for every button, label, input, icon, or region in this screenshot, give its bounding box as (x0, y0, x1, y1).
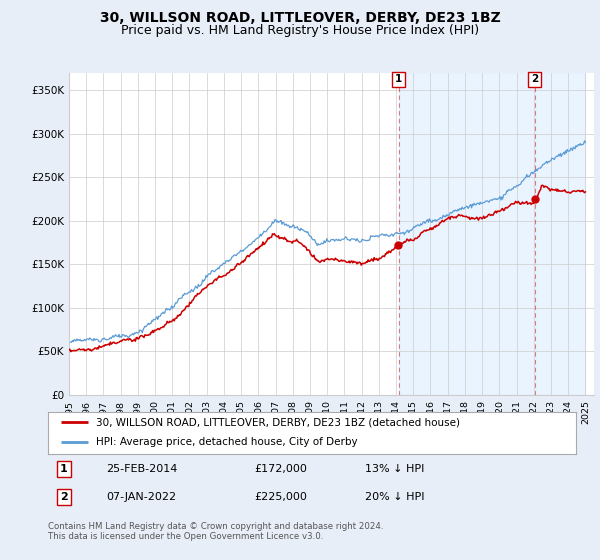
Text: 1: 1 (395, 74, 402, 85)
Text: HPI: Average price, detached house, City of Derby: HPI: Average price, detached house, City… (95, 437, 357, 447)
Text: 1: 1 (60, 464, 68, 474)
Text: 07-JAN-2022: 07-JAN-2022 (106, 492, 176, 502)
Text: £225,000: £225,000 (254, 492, 307, 502)
Text: 30, WILLSON ROAD, LITTLEOVER, DERBY, DE23 1BZ (detached house): 30, WILLSON ROAD, LITTLEOVER, DERBY, DE2… (95, 417, 460, 427)
Text: 30, WILLSON ROAD, LITTLEOVER, DERBY, DE23 1BZ: 30, WILLSON ROAD, LITTLEOVER, DERBY, DE2… (100, 11, 500, 25)
Text: 2: 2 (60, 492, 68, 502)
Text: Price paid vs. HM Land Registry's House Price Index (HPI): Price paid vs. HM Land Registry's House … (121, 24, 479, 37)
Text: 13% ↓ HPI: 13% ↓ HPI (365, 464, 424, 474)
Text: 20% ↓ HPI: 20% ↓ HPI (365, 492, 424, 502)
Text: 25-FEB-2014: 25-FEB-2014 (106, 464, 178, 474)
Text: £172,000: £172,000 (254, 464, 307, 474)
Text: 2: 2 (531, 74, 538, 85)
Text: Contains HM Land Registry data © Crown copyright and database right 2024.
This d: Contains HM Land Registry data © Crown c… (48, 522, 383, 542)
